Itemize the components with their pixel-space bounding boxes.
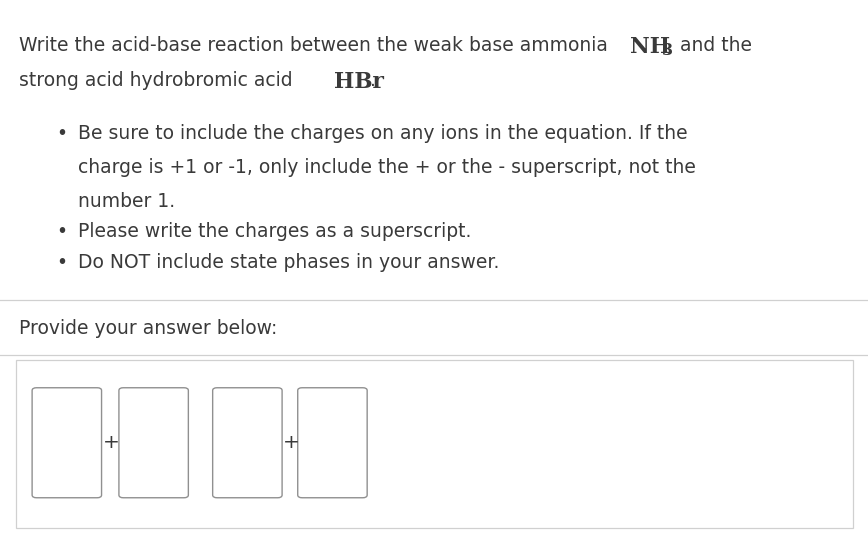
Text: 3: 3 — [662, 42, 674, 59]
Text: +: + — [103, 433, 120, 452]
Text: •: • — [56, 253, 68, 272]
Text: .: . — [370, 72, 376, 91]
Text: +: + — [283, 433, 299, 452]
Text: Write the acid-base reaction between the weak base ammonia: Write the acid-base reaction between the… — [19, 36, 614, 55]
Text: strong acid hydrobromic acid: strong acid hydrobromic acid — [19, 72, 299, 91]
Text: and the: and the — [674, 36, 752, 55]
Text: HBr: HBr — [334, 72, 384, 94]
Text: •: • — [56, 124, 68, 143]
Text: NH: NH — [630, 36, 670, 58]
Text: charge is +1 or -1, only include the + or the - superscript, not the: charge is +1 or -1, only include the + o… — [78, 158, 696, 177]
Text: Do NOT include state phases in your answer.: Do NOT include state phases in your answ… — [78, 253, 499, 272]
Text: number 1.: number 1. — [78, 192, 175, 211]
Text: •: • — [56, 222, 68, 241]
Text: Provide your answer below:: Provide your answer below: — [19, 319, 278, 338]
Text: Be sure to include the charges on any ions in the equation. If the: Be sure to include the charges on any io… — [78, 124, 687, 143]
Text: Please write the charges as a superscript.: Please write the charges as a superscrip… — [78, 222, 471, 241]
